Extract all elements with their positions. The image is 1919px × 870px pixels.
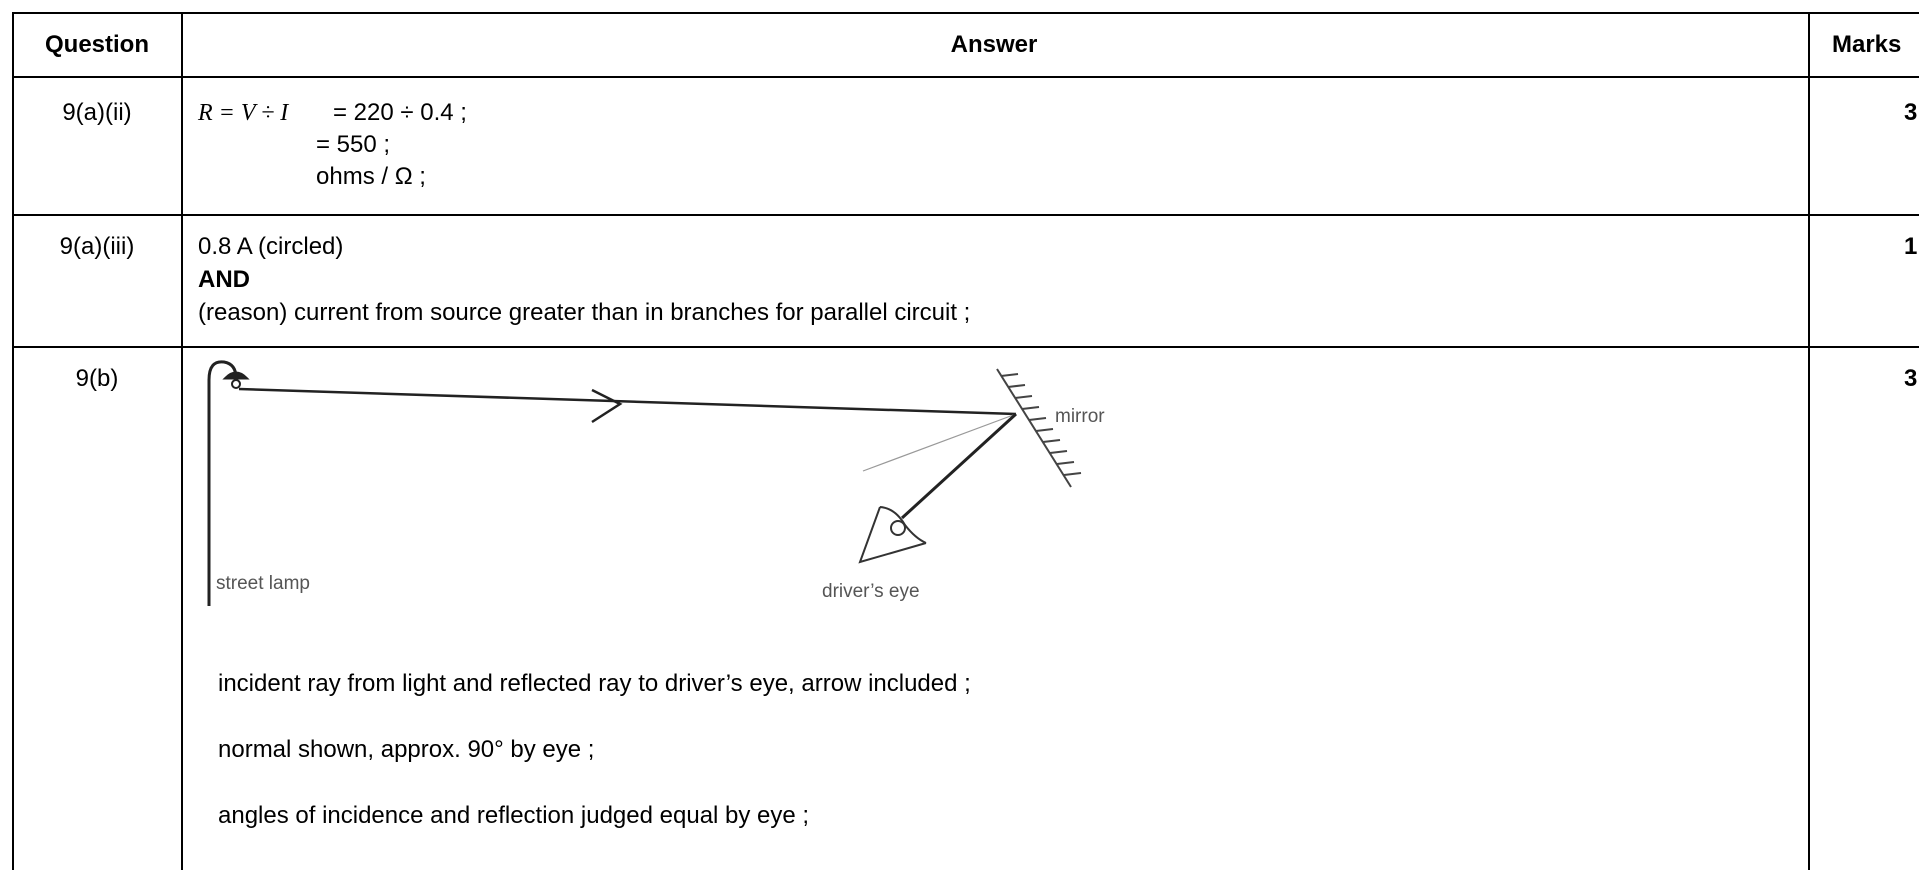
answer-keyword: AND — [198, 266, 250, 293]
header-answer: Answer — [950, 31, 1038, 58]
header-marks: Marks — [1832, 31, 1902, 58]
answer-line: ohms / Ω ; — [316, 163, 426, 190]
row-divider — [12, 76, 1919, 78]
answer-line: 0.8 A (circled) — [198, 233, 344, 260]
street-lamp-icon — [207, 360, 250, 606]
reflected-ray — [900, 412, 1018, 520]
question-number: 9(b) — [75, 365, 119, 392]
question-number: 9(a)(ii) — [62, 99, 132, 126]
table-border — [12, 12, 1919, 14]
answer-line: = 550 ; — [316, 131, 391, 158]
answer-line: (reason) current from source greater tha… — [198, 299, 971, 326]
header-question: Question — [44, 31, 150, 58]
marks: 1 — [1904, 233, 1918, 260]
table-border — [12, 12, 14, 870]
eye-icon — [858, 506, 927, 564]
row-divider — [12, 346, 1919, 348]
answer-line: incident ray from light and reflected ra… — [218, 670, 971, 697]
answer-line: angles of incidence and reflection judge… — [218, 802, 810, 829]
row-divider — [12, 214, 1919, 216]
diagram-label: mirror — [1055, 406, 1105, 427]
column-divider — [1808, 12, 1810, 870]
marks: 3 — [1904, 365, 1918, 392]
formula: R = V ÷ I — [198, 100, 289, 126]
normal-line — [862, 413, 1017, 472]
question-number: 9(a)(iii) — [59, 233, 135, 260]
incident-ray — [238, 387, 1017, 416]
answer-line: normal shown, approx. 90° by eye ; — [218, 736, 595, 763]
marks: 3 — [1904, 99, 1918, 126]
mirror-icon — [996, 368, 1082, 488]
answer-line: = 220 ÷ 0.4 ; — [333, 99, 467, 126]
column-divider — [181, 12, 183, 870]
diagram-label: driver’s eye — [822, 581, 920, 602]
diagram-label: street lamp — [216, 573, 310, 594]
ray-arrow — [591, 388, 623, 424]
